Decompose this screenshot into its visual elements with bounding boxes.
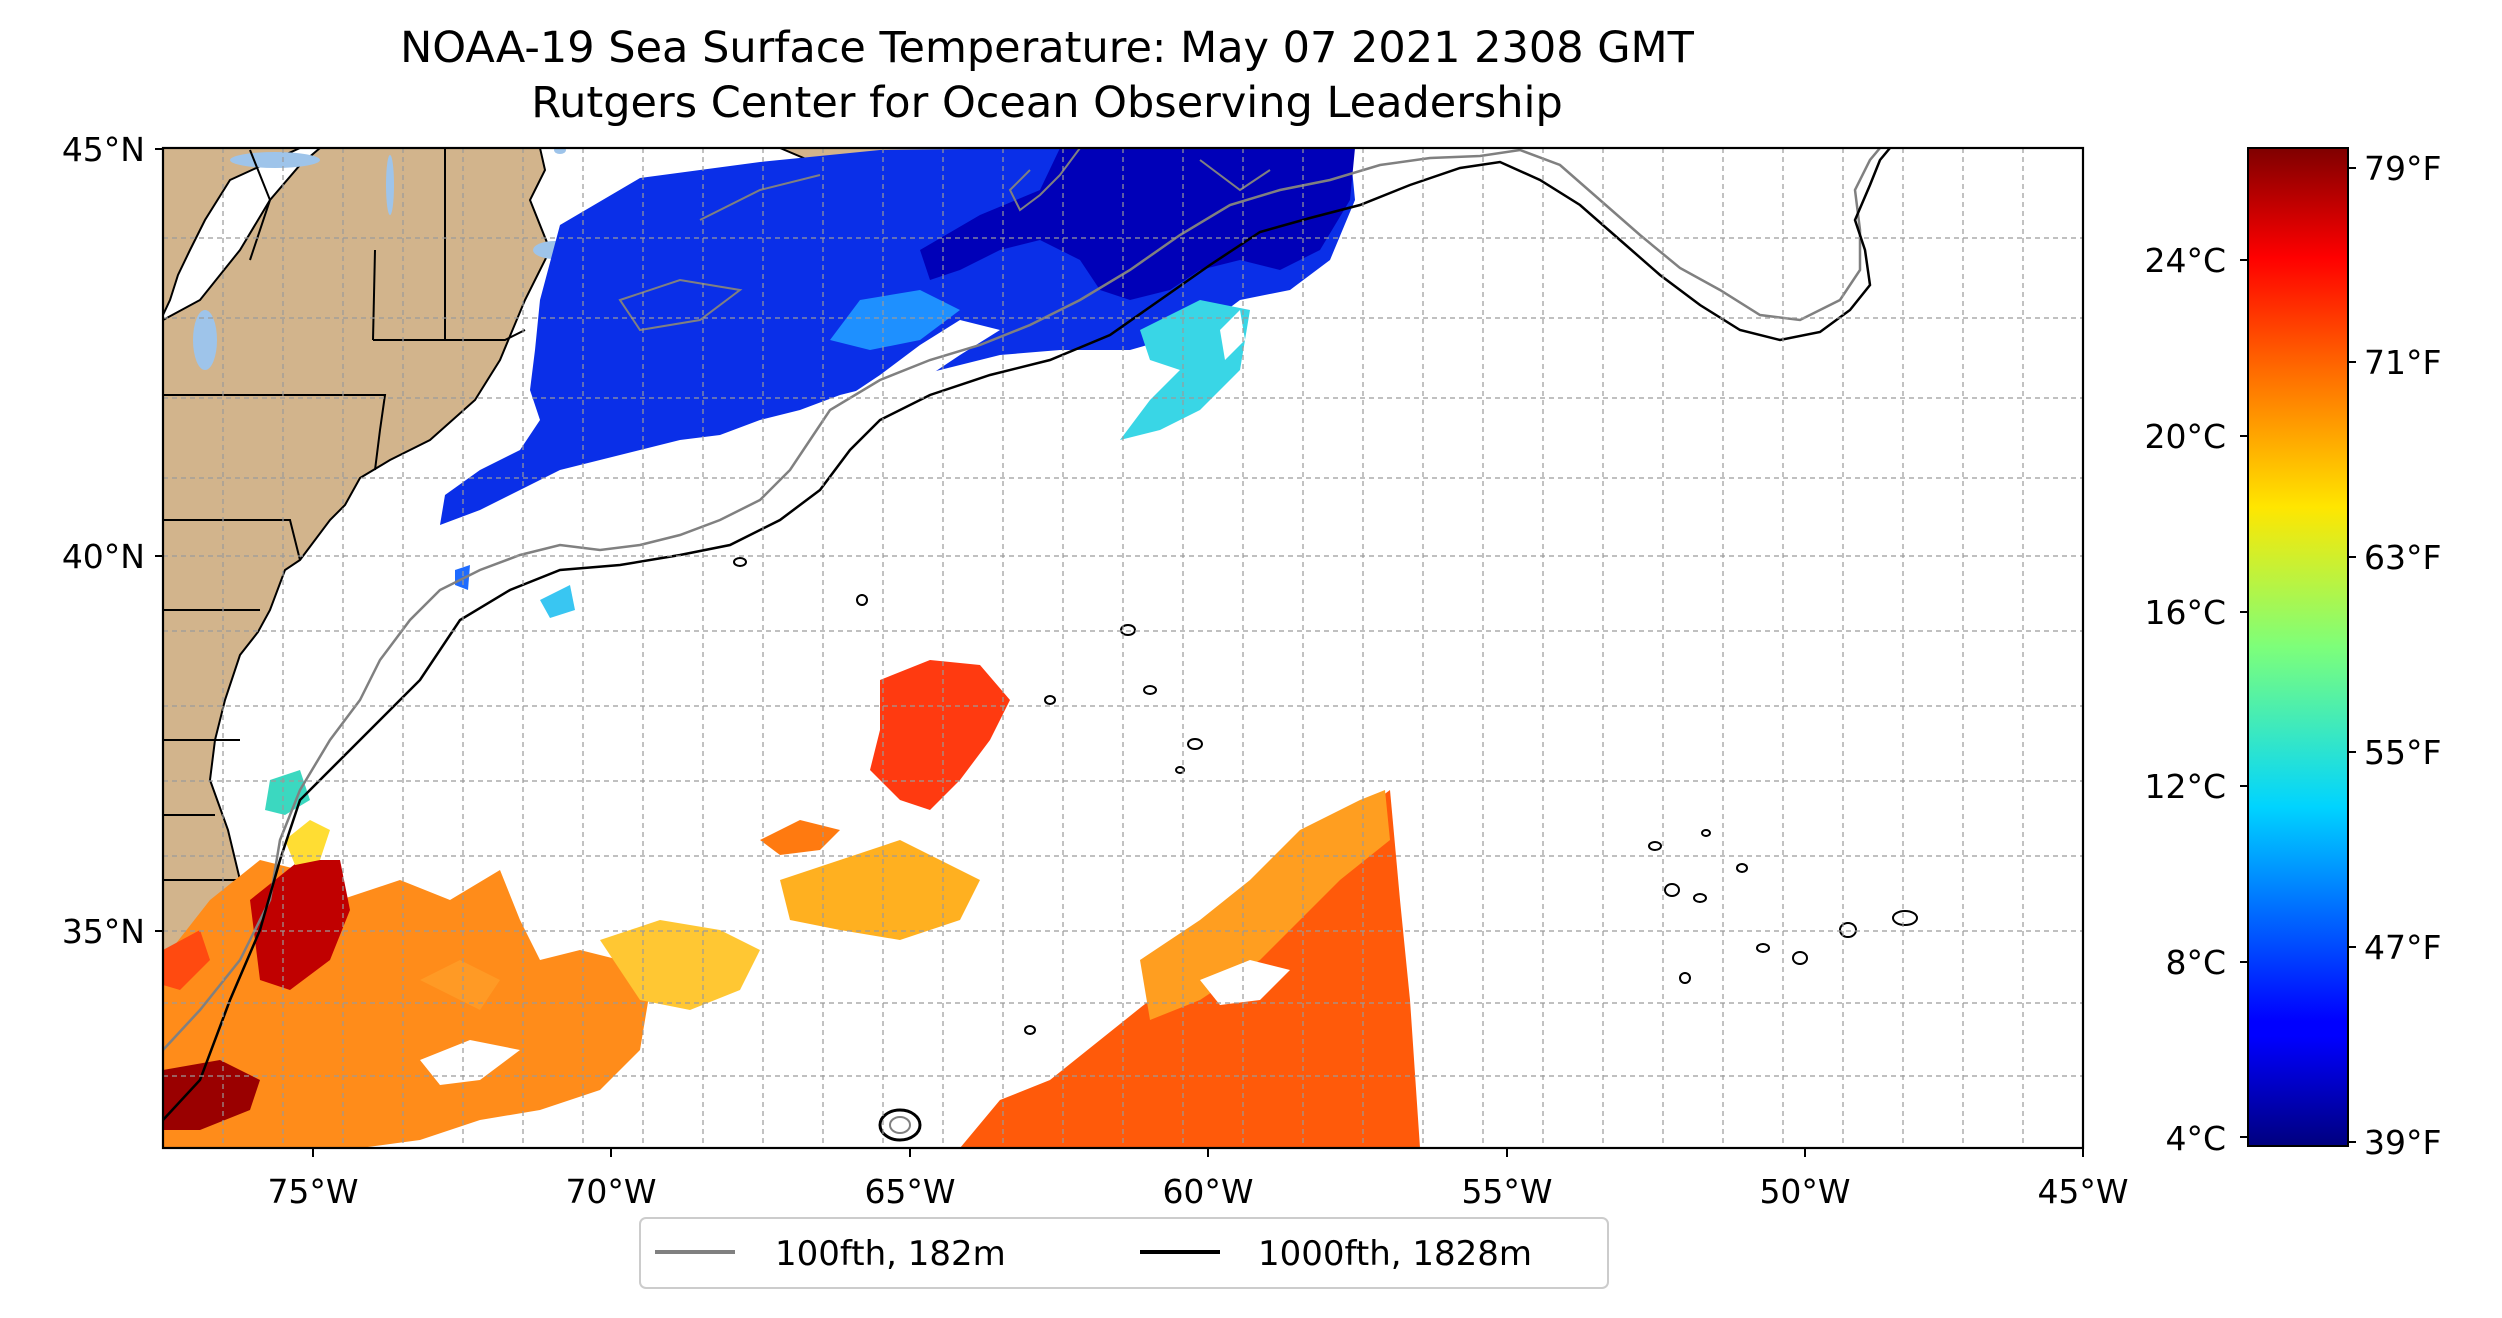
state-borders bbox=[163, 148, 526, 881]
colorbar-fahrenheit-label: 71°F bbox=[2364, 343, 2441, 382]
map-area bbox=[163, 148, 2083, 1148]
lon-label: 50°W bbox=[1759, 1172, 1850, 1211]
legend-label-100fth: 100fth, 182m bbox=[775, 1234, 1006, 1274]
lat-ticks bbox=[155, 148, 163, 932]
colorbar-celsius-label: 16°C bbox=[2144, 593, 2226, 632]
colorbar-fahrenheit-label: 79°F bbox=[2364, 149, 2441, 188]
lat-label: 35°N bbox=[62, 912, 145, 951]
colorbar-celsius-label: 8°C bbox=[2165, 943, 2226, 982]
lon-label: 75°W bbox=[267, 1172, 358, 1211]
colorbar-fahrenheit-label: 55°F bbox=[2364, 733, 2441, 772]
colorbar-celsius-label: 20°C bbox=[2144, 417, 2226, 456]
colorbar-gradient bbox=[2247, 147, 2349, 1147]
colorbar-fahrenheit-label: 47°F bbox=[2364, 928, 2441, 967]
colorbar-celsius-label: 12°C bbox=[2144, 767, 2226, 806]
colorbar: 24°C 20°C 16°C 12°C 8°C 4°C 79°F 71°F 63… bbox=[2144, 147, 2441, 1162]
lon-label: 70°W bbox=[565, 1172, 656, 1211]
lat-label: 45°N bbox=[62, 130, 145, 169]
lon-label: 55°W bbox=[1461, 1172, 1552, 1211]
chart-subtitle: Rutgers Center for Ocean Observing Leade… bbox=[531, 78, 1563, 128]
lon-ticks bbox=[312, 1148, 2084, 1157]
colorbar-celsius-label: 4°C bbox=[2165, 1119, 2226, 1158]
lon-label: 60°W bbox=[1162, 1172, 1253, 1211]
chart-title: NOAA-19 Sea Surface Temperature: May 07 … bbox=[400, 23, 1694, 73]
colorbar-fahrenheit-label: 63°F bbox=[2364, 538, 2441, 577]
lat-label: 40°N bbox=[62, 537, 145, 576]
seamounts bbox=[733, 557, 1918, 1142]
colorbar-celsius-label: 24°C bbox=[2144, 241, 2226, 280]
lon-label: 45°W bbox=[2037, 1172, 2128, 1211]
legend-label-1000fth: 1000fth, 1828m bbox=[1258, 1234, 1532, 1274]
contour-100fth bbox=[163, 148, 1881, 1051]
lon-label: 65°W bbox=[864, 1172, 955, 1211]
map-frame bbox=[161, 146, 2085, 1150]
legend: 100fth, 182m 1000fth, 1828m bbox=[639, 1217, 1609, 1289]
contour-100fth-gulf bbox=[618, 148, 1271, 332]
gridlines bbox=[163, 148, 2083, 1148]
colorbar-fahrenheit-label: 39°F bbox=[2364, 1123, 2441, 1162]
